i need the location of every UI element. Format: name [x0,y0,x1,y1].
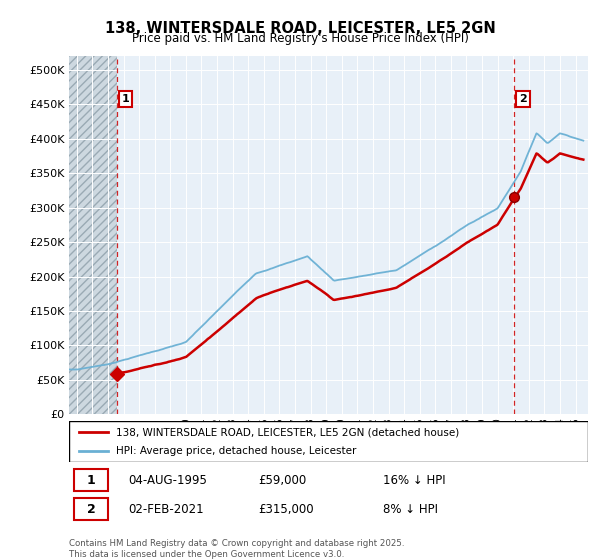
Text: 2: 2 [519,94,527,104]
Text: 16% ↓ HPI: 16% ↓ HPI [383,474,446,487]
Text: £315,000: £315,000 [259,503,314,516]
Text: 04-AUG-1995: 04-AUG-1995 [128,474,208,487]
Text: 02-FEB-2021: 02-FEB-2021 [128,503,205,516]
Text: 1: 1 [86,474,95,487]
Text: 138, WINTERSDALE ROAD, LEICESTER, LE5 2GN: 138, WINTERSDALE ROAD, LEICESTER, LE5 2G… [104,21,496,36]
Bar [74,469,108,491]
Text: Price paid vs. HM Land Registry's House Price Index (HPI): Price paid vs. HM Land Registry's House … [131,32,469,45]
Text: £59,000: £59,000 [259,474,307,487]
Text: 1: 1 [122,94,130,104]
Bar [74,498,108,520]
Text: 2: 2 [86,503,95,516]
Bar [69,56,117,414]
Text: 138, WINTERSDALE ROAD, LEICESTER, LE5 2GN (detached house): 138, WINTERSDALE ROAD, LEICESTER, LE5 2G… [116,427,459,437]
Text: HPI: Average price, detached house, Leicester: HPI: Average price, detached house, Leic… [116,446,356,456]
Text: Contains HM Land Registry data © Crown copyright and database right 2025.
This d: Contains HM Land Registry data © Crown c… [69,539,404,559]
Text: 8% ↓ HPI: 8% ↓ HPI [383,503,438,516]
